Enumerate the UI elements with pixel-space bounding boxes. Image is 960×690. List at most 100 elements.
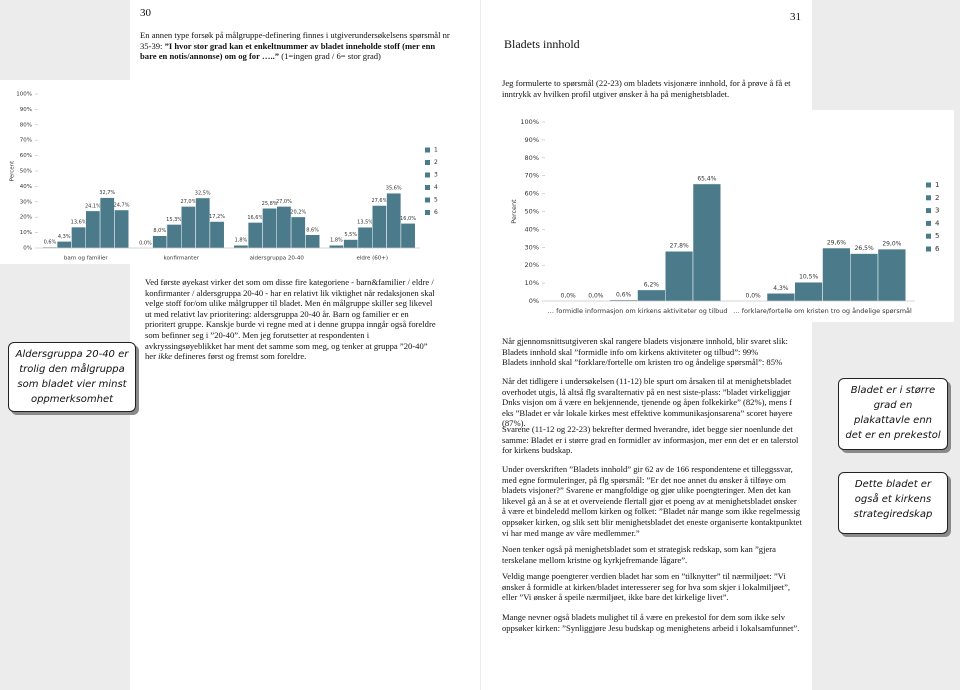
paragraph: Veldig mange poengterer verdien bladet h… xyxy=(502,571,791,603)
y-tick-label: 70% xyxy=(20,138,32,144)
bar xyxy=(372,205,387,249)
text: defineres først og fremst som foreldre. xyxy=(171,351,307,362)
data-label: 0,0% xyxy=(588,293,604,300)
bar xyxy=(114,209,129,249)
bar xyxy=(386,192,402,249)
note: Dette bladet er også et kirkens strategi… xyxy=(838,472,948,534)
data-label: 20,2% xyxy=(290,209,306,215)
emphasis: ikke xyxy=(158,351,172,362)
paragraph: Noen tenker også på menighetsbladet som … xyxy=(502,544,776,565)
paragraph: Svarene (11-12 og 22-23) bekrefter derme… xyxy=(502,424,799,456)
intro: En annen type forsøk på målgruppe-define… xyxy=(140,30,450,62)
y-tick-label: 20% xyxy=(525,261,539,269)
page-number: 30 xyxy=(140,7,151,19)
data-label: 10,5% xyxy=(799,274,818,281)
bar xyxy=(99,197,115,249)
intro: Jeg formulerte to spørsmål (22-23) om bl… xyxy=(502,78,791,99)
bar xyxy=(637,289,666,302)
y-tick-label: 90% xyxy=(525,136,539,144)
data-label: 32,7% xyxy=(99,190,115,196)
data-label: 26,5% xyxy=(855,245,874,252)
legend-swatch xyxy=(926,195,931,201)
data-label: 16,6% xyxy=(247,215,263,221)
intro-scale: (1=ingen grad / 6= stor grad) xyxy=(279,51,381,62)
bar xyxy=(290,216,306,249)
legend-swatch xyxy=(926,220,931,226)
data-label: 1,8% xyxy=(330,238,343,244)
body-text: Ved første øyekast virker det som om dis… xyxy=(145,277,440,362)
data-label: 0,0% xyxy=(746,293,762,300)
y-axis-title: Percent xyxy=(510,199,518,224)
data-label: 24,1% xyxy=(85,203,101,209)
y-tick-label: 60% xyxy=(20,153,32,159)
y-tick-label: 100% xyxy=(16,92,32,98)
y-tick-label: 30% xyxy=(20,199,32,205)
bar xyxy=(692,183,721,302)
page-number: 31 xyxy=(790,11,801,23)
heading: Bladets innhold xyxy=(504,37,580,51)
data-label: 0,6% xyxy=(616,291,632,298)
bar xyxy=(262,208,277,249)
y-tick-label: 30% xyxy=(525,243,539,251)
y-tick-label: 80% xyxy=(20,122,32,128)
bar xyxy=(195,197,211,249)
y-tick-label: 0% xyxy=(23,246,32,252)
bar xyxy=(850,253,879,302)
y-tick-label: 80% xyxy=(525,154,539,162)
y-tick-label: 90% xyxy=(20,107,32,113)
legend-label: 4 xyxy=(434,184,438,191)
y-tick-label: 40% xyxy=(20,184,32,190)
data-label: 32,5% xyxy=(195,190,211,196)
y-tick-label: 60% xyxy=(525,190,539,198)
x-tick-label: … forklare/fortelle om kristen tro og ån… xyxy=(733,306,912,315)
intro-question: ”I hvor stor grad kan et enkeltnummer av… xyxy=(140,40,436,62)
y-tick-label: 50% xyxy=(525,208,539,216)
legend-label: 1 xyxy=(935,181,939,189)
data-label: 5,5% xyxy=(344,232,357,238)
legend-label: 1 xyxy=(434,147,438,154)
data-label: 4,3% xyxy=(773,285,789,292)
legend-label: 6 xyxy=(434,209,438,216)
text: Ved første øyekast virker det som om dis… xyxy=(145,277,436,362)
x-tick-label: konfirmanter xyxy=(164,256,200,262)
data-label: 29,0% xyxy=(882,241,901,248)
bar xyxy=(329,244,344,249)
x-tick-label: aldersgruppa 20-40 xyxy=(250,256,305,262)
bar xyxy=(247,222,263,249)
data-label: 17,2% xyxy=(209,214,225,220)
data-label: 0,6% xyxy=(44,240,57,246)
x-tick-label: … formidle informasjon om kirkens aktivi… xyxy=(548,307,728,315)
y-axis-title: Percent xyxy=(10,160,16,182)
summary-line: Bladets innhold skal ”forklare/fortelle … xyxy=(502,357,783,368)
y-tick-label: 100% xyxy=(520,118,539,126)
legend-swatch xyxy=(425,197,430,203)
data-label: 27,0% xyxy=(276,199,292,205)
paragraph: Mange nevner også bladets mulighet til å… xyxy=(502,612,800,633)
y-tick-label: 20% xyxy=(20,215,32,221)
x-tick-label: eldre (60+) xyxy=(356,256,388,262)
legend-label: 5 xyxy=(434,197,438,204)
legend-label: 4 xyxy=(935,219,940,227)
y-tick-label: 0% xyxy=(529,297,539,305)
data-label: 65,4% xyxy=(697,175,716,182)
data-label: 27,6% xyxy=(371,198,387,204)
legend-label: 6 xyxy=(935,245,940,253)
paragraph: Når det tidligere i undersøkelsen (11-12… xyxy=(502,376,793,429)
data-label: 35,6% xyxy=(386,186,402,192)
y-tick-label: 10% xyxy=(525,279,539,287)
y-tick-label: 40% xyxy=(525,225,539,233)
data-label: 13,5% xyxy=(357,220,373,226)
data-label: 8,0% xyxy=(153,228,166,234)
intro-text: En annen type forsøk på målgruppe-define… xyxy=(140,30,450,51)
bar xyxy=(766,293,795,302)
x-tick-label: barn og familier xyxy=(64,256,108,262)
bar xyxy=(56,241,72,249)
bar xyxy=(305,234,320,249)
legend-swatch xyxy=(425,160,430,165)
bar xyxy=(665,250,694,302)
data-label: 27,8% xyxy=(670,243,689,250)
legend-swatch xyxy=(425,172,430,178)
bar xyxy=(152,235,168,249)
y-tick-label: 10% xyxy=(20,230,32,236)
